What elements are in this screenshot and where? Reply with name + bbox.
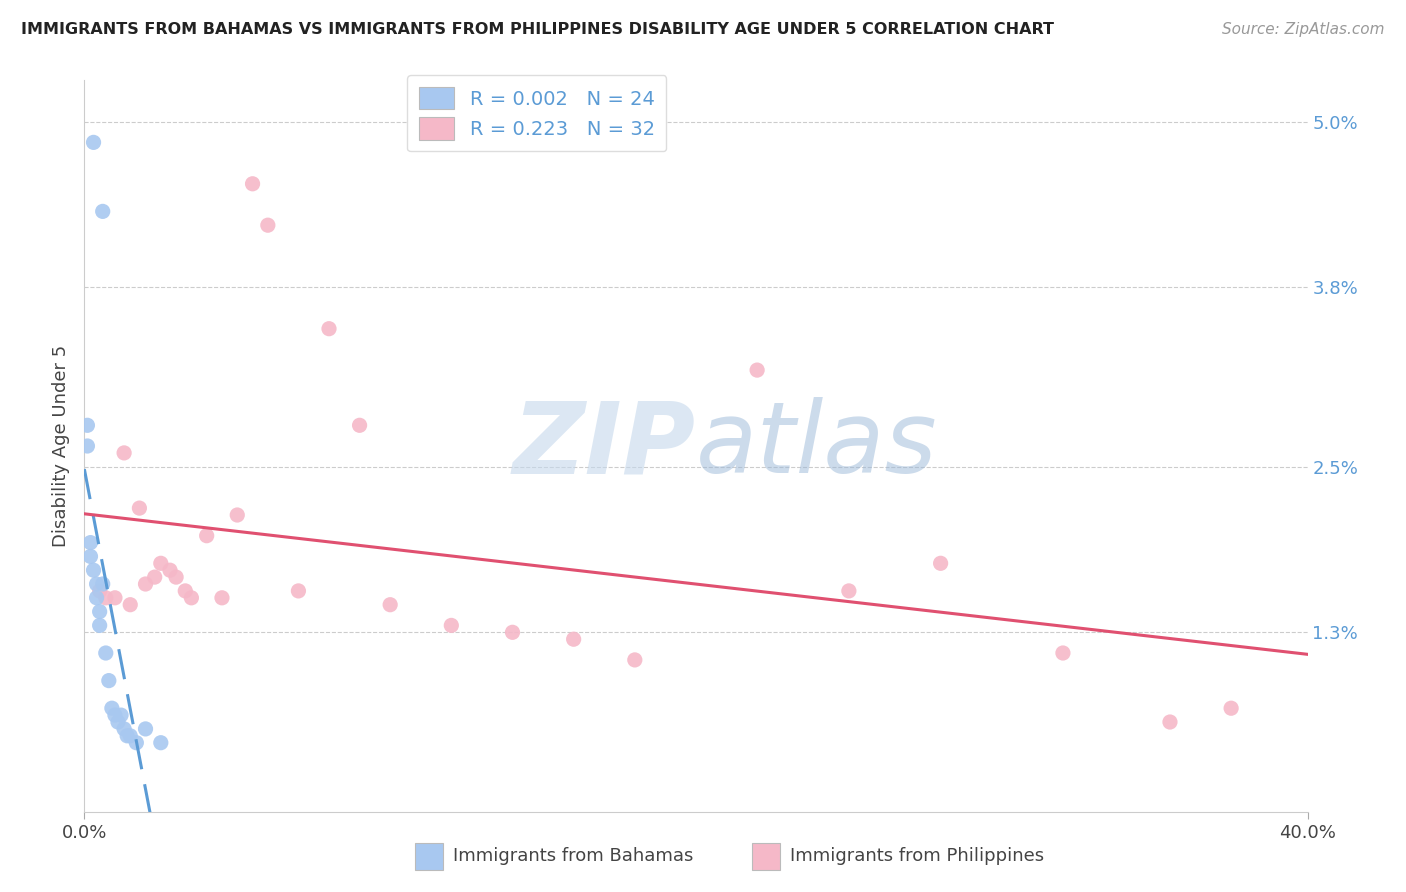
- Point: [226, 508, 249, 522]
- Point: [86, 577, 108, 591]
- Point: [89, 583, 111, 598]
- Text: ZIP: ZIP: [513, 398, 696, 494]
- Point: [1159, 714, 1181, 729]
- Point: [120, 729, 142, 743]
- Point: [1052, 646, 1074, 660]
- Point: [112, 446, 135, 460]
- Point: [165, 570, 187, 584]
- Point: [380, 598, 402, 612]
- Y-axis label: Disability Age Under 5: Disability Age Under 5: [52, 345, 70, 547]
- Point: [502, 625, 524, 640]
- Point: [107, 714, 129, 729]
- Point: [624, 653, 647, 667]
- Point: [143, 570, 166, 584]
- Point: [135, 722, 157, 736]
- Point: [110, 708, 132, 723]
- Text: Immigrants from Bahamas: Immigrants from Bahamas: [453, 847, 693, 865]
- Point: [76, 439, 98, 453]
- Point: [79, 535, 101, 549]
- Point: [257, 218, 280, 232]
- Point: [83, 563, 105, 577]
- Point: [112, 722, 135, 736]
- Point: [838, 583, 860, 598]
- Point: [79, 549, 101, 564]
- Point: [94, 591, 117, 605]
- Point: [115, 729, 138, 743]
- Point: [83, 136, 105, 150]
- Point: [104, 708, 127, 723]
- Text: atlas: atlas: [696, 398, 938, 494]
- Point: [180, 591, 202, 605]
- Point: [318, 321, 340, 335]
- Point: [89, 618, 111, 632]
- Point: [287, 583, 309, 598]
- Point: [562, 632, 585, 647]
- Point: [125, 736, 148, 750]
- Point: [91, 577, 114, 591]
- Point: [94, 646, 117, 660]
- Text: Immigrants from Philippines: Immigrants from Philippines: [790, 847, 1045, 865]
- Point: [128, 501, 150, 516]
- Point: [149, 736, 172, 750]
- Point: [104, 591, 127, 605]
- Point: [349, 418, 371, 433]
- Point: [97, 673, 120, 688]
- Point: [149, 557, 172, 571]
- Point: [747, 363, 769, 377]
- Point: [211, 591, 233, 605]
- Point: [120, 598, 142, 612]
- Point: [242, 177, 264, 191]
- Point: [101, 701, 124, 715]
- Text: Source: ZipAtlas.com: Source: ZipAtlas.com: [1222, 22, 1385, 37]
- Point: [86, 591, 108, 605]
- Point: [91, 204, 114, 219]
- Point: [195, 529, 218, 543]
- Point: [440, 618, 463, 632]
- Point: [76, 418, 98, 433]
- Point: [159, 563, 181, 577]
- Point: [174, 583, 197, 598]
- Point: [1220, 701, 1243, 715]
- Text: IMMIGRANTS FROM BAHAMAS VS IMMIGRANTS FROM PHILIPPINES DISABILITY AGE UNDER 5 CO: IMMIGRANTS FROM BAHAMAS VS IMMIGRANTS FR…: [21, 22, 1054, 37]
- Legend: R = 0.002   N = 24, R = 0.223   N = 32: R = 0.002 N = 24, R = 0.223 N = 32: [408, 75, 666, 152]
- Point: [135, 577, 157, 591]
- Point: [929, 557, 952, 571]
- Point: [89, 605, 111, 619]
